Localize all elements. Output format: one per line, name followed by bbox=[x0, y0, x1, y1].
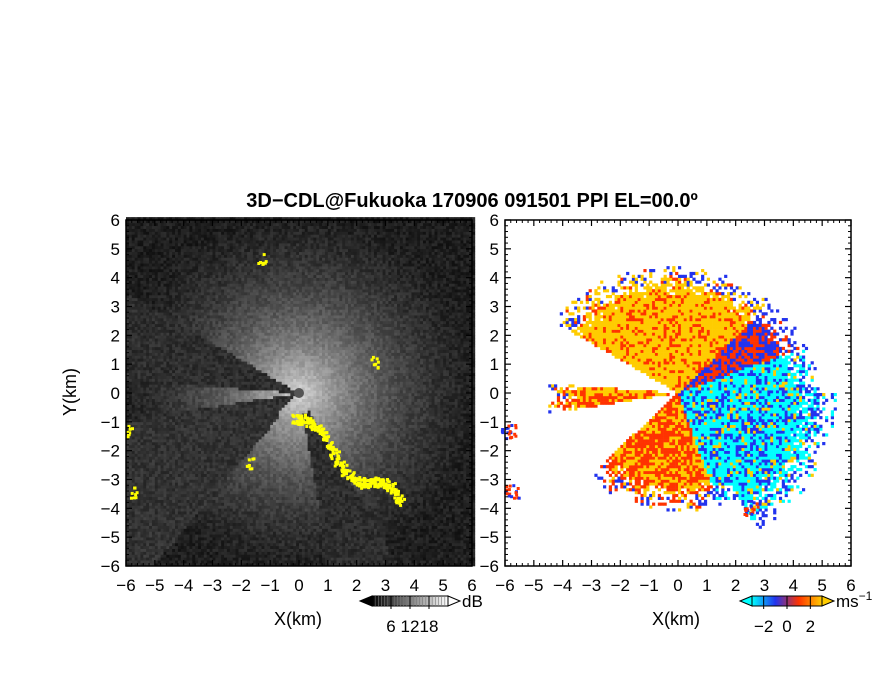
left-x-tick-label: −5 bbox=[145, 576, 164, 595]
right-y-tick-label: 2 bbox=[490, 326, 499, 345]
left-y-tick-label: 1 bbox=[111, 355, 120, 374]
right-x-tick-label: 5 bbox=[817, 576, 826, 595]
right-y-tick-label: −6 bbox=[480, 557, 499, 576]
left-y-tick-label: 2 bbox=[111, 326, 120, 345]
cbar-left-high-arrow bbox=[448, 596, 460, 606]
right-y-tick-label: 0 bbox=[490, 384, 499, 403]
right-colorbar: −2 0 2 ms−1 bbox=[740, 589, 873, 636]
left-x-tick-label: −1 bbox=[260, 576, 279, 595]
left-y-tick-label: 4 bbox=[111, 269, 120, 288]
right-x-tick-label: 3 bbox=[760, 576, 769, 595]
left-y-tick-label: −4 bbox=[101, 499, 120, 518]
cbar-right-high-arrow bbox=[822, 596, 834, 606]
right-y-tick-label: 1 bbox=[490, 355, 499, 374]
right-x-tick-label: −5 bbox=[524, 576, 543, 595]
left-y-tick-label: 6 bbox=[111, 211, 120, 230]
left-y-tick-label: 0 bbox=[111, 384, 120, 403]
right-x-tick-label: 1 bbox=[702, 576, 711, 595]
cbar-left-tick-label: 6 bbox=[386, 617, 395, 636]
right-x-tick-label: −4 bbox=[553, 576, 572, 595]
right-y-tick-label: −3 bbox=[480, 471, 499, 490]
cbar-left-tick-label: 12 bbox=[401, 617, 420, 636]
left-x-tick-label: −3 bbox=[203, 576, 222, 595]
left-y-tick-label: −1 bbox=[101, 413, 120, 432]
left-x-tick-label: −2 bbox=[232, 576, 251, 595]
right-y-tick-label: 4 bbox=[490, 269, 499, 288]
left-x-tick-label: 4 bbox=[410, 576, 419, 595]
cbar-right-tick-label: 2 bbox=[806, 617, 815, 636]
left-colorbar: 6 12 18 dB bbox=[360, 592, 483, 636]
right-x-tick-label: −3 bbox=[582, 576, 601, 595]
right-x-tick-label: −1 bbox=[639, 576, 658, 595]
cbar-left-low-arrow bbox=[360, 596, 372, 606]
cbar-left-unit: dB bbox=[462, 592, 483, 611]
left-y-tick-label: −3 bbox=[101, 471, 120, 490]
left-x-tick-label: −4 bbox=[174, 576, 193, 595]
right-y-tick-label: −4 bbox=[480, 499, 499, 518]
right-y-tick-label: −2 bbox=[480, 442, 499, 461]
cbar-right-tick-label: 0 bbox=[782, 617, 791, 636]
cbar-right-unit: ms−1 bbox=[836, 589, 873, 611]
right-y-tick-label: −5 bbox=[480, 528, 499, 547]
left-y-tick-label: −6 bbox=[101, 557, 120, 576]
left-x-tick-label: 2 bbox=[352, 576, 361, 595]
left-x-tick-label: 3 bbox=[381, 576, 390, 595]
cbar-right-tick-label: −2 bbox=[754, 617, 773, 636]
left-y-tick-label: 3 bbox=[111, 298, 120, 317]
right-x-tick-label: −2 bbox=[611, 576, 630, 595]
cbar-left-tick-label: 18 bbox=[420, 617, 439, 636]
left-y-axis-label: Y(km) bbox=[60, 368, 80, 416]
left-y-tick-label: −5 bbox=[101, 528, 120, 547]
left-x-axis-label: X(km) bbox=[274, 609, 322, 629]
left-x-tick-label: −6 bbox=[116, 576, 135, 595]
right-y-tick-label: 6 bbox=[490, 211, 499, 230]
left-radar-site-marker bbox=[294, 388, 304, 398]
right-x-tick-label: 4 bbox=[789, 576, 798, 595]
cbar-right-low-arrow bbox=[740, 596, 752, 606]
left-x-tick-label: 0 bbox=[294, 576, 303, 595]
right-y-tick-label: 3 bbox=[490, 298, 499, 317]
right-x-axis-label: X(km) bbox=[652, 609, 700, 629]
left-y-tick-label: 5 bbox=[111, 240, 120, 259]
right-x-tick-label: −6 bbox=[495, 576, 514, 595]
right-x-tick-label: 0 bbox=[673, 576, 682, 595]
left-x-tick-label: 1 bbox=[323, 576, 332, 595]
right-y-tick-label: −1 bbox=[480, 413, 499, 432]
left-y-tick-label: −2 bbox=[101, 442, 120, 461]
right-y-tick-label: 5 bbox=[490, 240, 499, 259]
right-x-tick-label: 2 bbox=[731, 576, 740, 595]
figure-title: 3D−CDL@Fukuoka 170906 091501 PPI EL=00.0… bbox=[246, 190, 698, 212]
left-x-tick-label: 5 bbox=[438, 576, 447, 595]
